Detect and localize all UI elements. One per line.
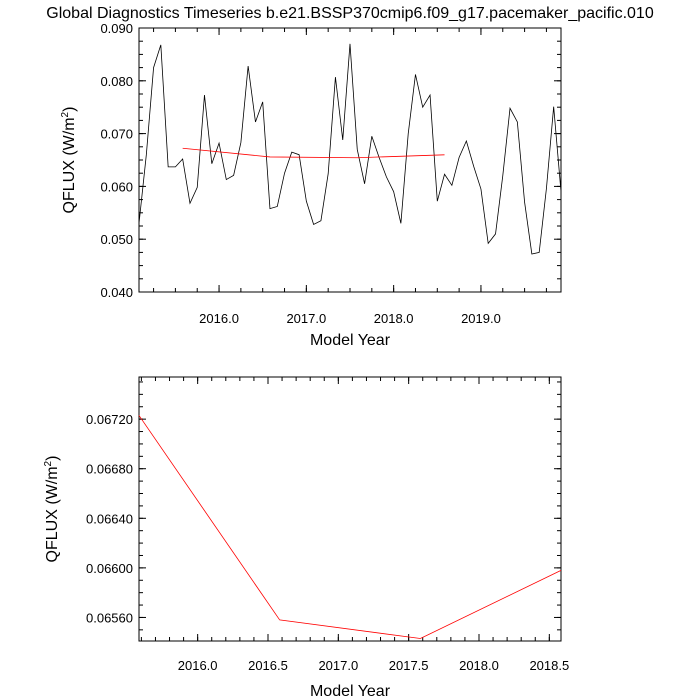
y-tick-label: 0.06600 <box>86 561 133 576</box>
y-axis-label: QFLUX (W/m2) <box>43 456 61 563</box>
y-tick-label: 0.090 <box>100 21 133 36</box>
x-tick-label: 2016.5 <box>248 658 288 673</box>
y-tick-label: 0.070 <box>100 127 133 142</box>
x-tick-label: 2018.0 <box>374 311 414 326</box>
monthly-series-line <box>138 43 562 255</box>
y-tick-label: 0.060 <box>100 179 133 194</box>
y-tick-label: 0.06720 <box>86 412 133 427</box>
y-tick-label: 0.06640 <box>86 511 133 526</box>
x-axis-label: Model Year <box>310 332 391 349</box>
x-tick-label: 2018.5 <box>529 658 569 673</box>
y-axis-label-main: QFLUX (W/m <box>44 466 61 562</box>
x-tick-label: 2018.0 <box>459 658 499 673</box>
x-tick-label: 2017.0 <box>286 311 326 326</box>
top-panel: 2016.0 2017.0 2018.0 2019.0 0.040 0.050 0.060 0… <box>60 21 562 349</box>
annual-mean-series-line <box>138 415 562 639</box>
x-tick-label: 2019.0 <box>461 311 501 326</box>
x-tick-label: 2017.5 <box>389 658 429 673</box>
y-axis-label-main: QFLUX (W/m <box>61 117 78 213</box>
y-tick-label: 0.06680 <box>86 462 133 477</box>
x-tick-label: 2016.0 <box>199 311 239 326</box>
y-axis-label-superscript: 2 <box>43 460 54 466</box>
bottom-panel: 2016.0 2016.5 2017.0 2017.5 2018.0 2018.5 0.06… <box>43 376 569 700</box>
x-tick-label: 2016.0 <box>178 658 218 673</box>
y-axis-label: QFLUX (W/m2) <box>60 107 78 214</box>
x-axis-label: Model Year <box>310 683 391 700</box>
chart-title: Global Diagnostics Timeseries b.e21.BSSP… <box>46 5 654 22</box>
y-tick-label: 0.06560 <box>86 610 133 625</box>
y-tick-label: 0.040 <box>100 285 133 300</box>
plot-frame <box>138 27 562 293</box>
y-tick-label: 0.050 <box>100 232 133 247</box>
annual-mean-series-line <box>182 147 445 159</box>
x-tick-label: 2017.0 <box>318 658 358 673</box>
plot-frame <box>138 376 562 642</box>
y-tick-label: 0.080 <box>100 74 133 89</box>
y-axis-label-superscript: 2 <box>60 111 71 117</box>
y-axis-label-close: ) <box>44 456 61 461</box>
y-axis-label-close: ) <box>61 107 78 112</box>
